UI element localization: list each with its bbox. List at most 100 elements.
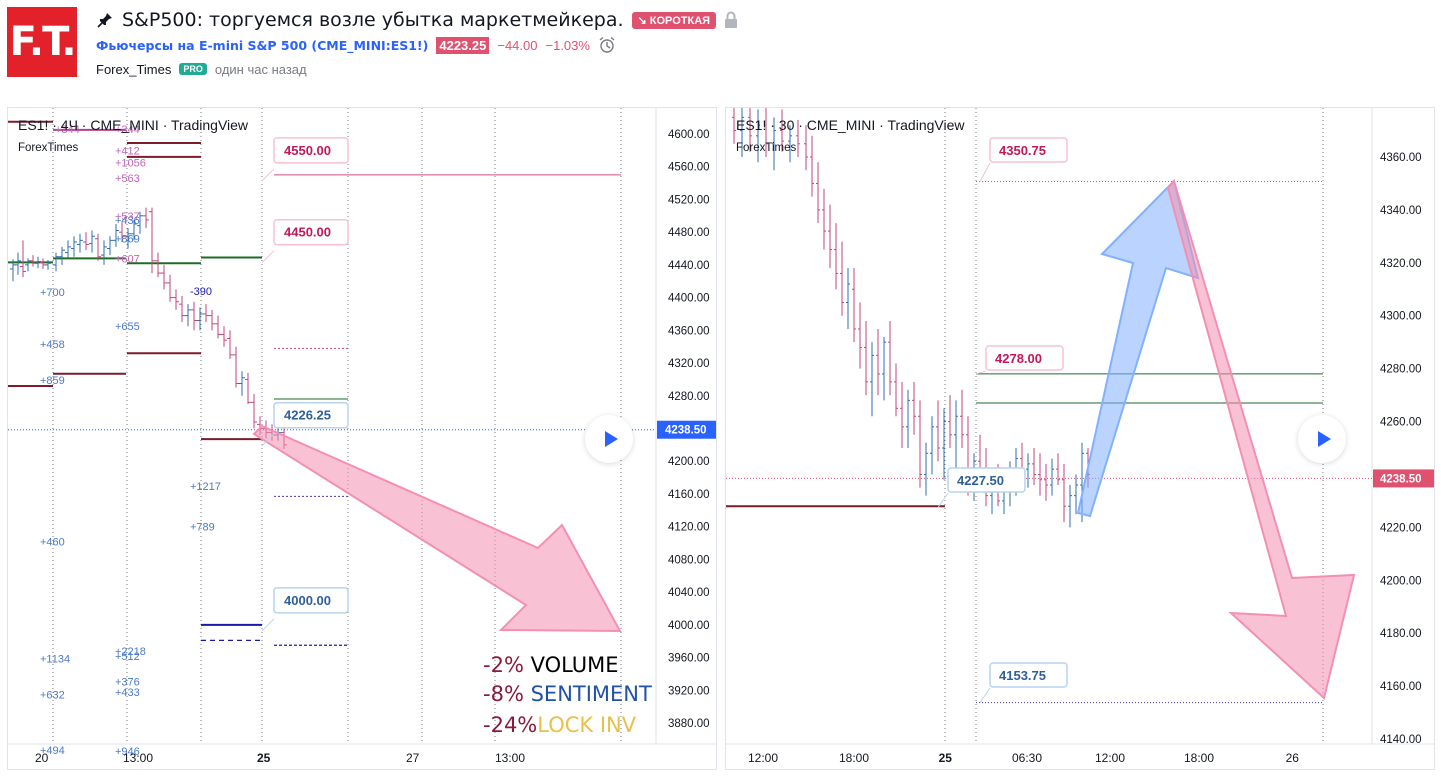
volume-profile-label: +433	[115, 687, 140, 699]
volume-profile-label: +1217	[190, 481, 221, 493]
current-price-tag	[1373, 469, 1434, 488]
right-chart-canvas[interactable]: 4350.75 4278.00 4227.50 4153.75 4360.00 4340.…	[726, 108, 1435, 770]
current-price-tag	[657, 420, 716, 439]
price-axis-tick: 4180.00	[1380, 628, 1422, 640]
price-axis-tick: 4400.00	[668, 293, 710, 305]
price-label-text: 4153.75	[999, 668, 1046, 683]
stat-pct: -2%	[483, 653, 524, 677]
play-button-right[interactable]	[1298, 415, 1346, 463]
price-axis-tick: 4140.00	[1380, 734, 1422, 746]
label-connector	[979, 162, 991, 182]
time-axis-tick: 25	[257, 751, 271, 765]
volume-profile-label: +607	[115, 253, 140, 265]
left-chart-brand: ForexTimes	[18, 142, 79, 154]
play-button-left[interactable]	[585, 415, 633, 463]
label-connector	[261, 433, 275, 447]
author-logo[interactable]: F.T.	[7, 7, 77, 77]
price-axis-tick: 4120.00	[668, 522, 710, 534]
left-chart-panel[interactable]: +700 +458 +859 +460 +1134 +632 +494 +412 +1056 +5…	[7, 107, 717, 770]
price-axis-tick: 4320.00	[1380, 258, 1422, 270]
price-axis-tick: 4280.00	[668, 391, 710, 403]
price-axis-tick: 4200.00	[1380, 575, 1422, 587]
symbol-price: 4223.25	[436, 36, 490, 54]
volume-profile-label: +632	[40, 689, 65, 701]
price-label-box	[273, 587, 349, 614]
alarm-clock-icon[interactable]	[598, 36, 616, 54]
volume-profile-label: +946	[115, 746, 140, 758]
idea-title: S&P500: торгуемся возле убытка маркетмей…	[122, 9, 624, 31]
price-axis-tick: 4160.00	[668, 489, 710, 501]
price-axis-tick: 4080.00	[668, 554, 710, 566]
time-axis-tick: 13:00	[123, 751, 153, 765]
volume-profile-label: +460	[40, 536, 65, 548]
right-chart-brand: ForexTimes	[736, 142, 797, 154]
volume-profile-label: +344	[55, 124, 80, 136]
price-label-text: 4550.00	[284, 143, 331, 158]
volume-profile-label: +869	[115, 234, 140, 246]
short-projection-arrow	[1166, 178, 1356, 700]
price-label-text: 4227.50	[957, 473, 1004, 488]
price-axis-tick: 4520.00	[668, 194, 710, 206]
price-axis-tick: 4320.00	[668, 358, 710, 370]
current-price-text: 4238.50	[1380, 473, 1422, 485]
volume-profile-label: +563	[115, 173, 140, 185]
price-axis-tick: 4260.00	[1380, 417, 1422, 429]
price-change: −44.00	[497, 37, 538, 53]
price-axis-tick: 4300.00	[1380, 311, 1422, 323]
pin-icon	[97, 13, 112, 28]
volume-profile-label: +376	[115, 676, 140, 688]
short-projection-arrow	[252, 424, 622, 633]
label-connector	[975, 370, 987, 375]
current-price-text: 4238.50	[665, 425, 707, 437]
time-axis-tick: 27	[406, 751, 420, 765]
price-label-text: 4350.75	[999, 143, 1046, 158]
price-label-box	[947, 467, 1026, 493]
stat-pct: -24%	[483, 713, 538, 737]
price-axis-tick: 4340.00	[1380, 205, 1422, 217]
author-row: Forex_Times PRO один час назад	[96, 60, 307, 78]
time-axis-tick: 06:30	[1012, 751, 1042, 765]
price-axis-tick: 3880.00	[668, 718, 710, 730]
stat-row-volume: -2% VOLUME	[483, 653, 619, 677]
volume-profile-label: +494	[40, 745, 65, 757]
short-badge: ↘ КОРОТКАЯ	[631, 11, 717, 29]
symbol-link[interactable]: Фьючерсы на E-mini S&P 500 (CME_MINI:ES1…	[96, 37, 429, 53]
price-axis-tick: 4280.00	[1380, 364, 1422, 376]
play-icon	[1317, 431, 1331, 447]
left-chart-watermark: ES1! · 4Ч · CME_MINI · TradingView	[18, 117, 249, 133]
price-axis-tick: 4440.00	[668, 260, 710, 272]
author-name[interactable]: Forex_Times	[96, 61, 172, 77]
lock-icon	[725, 11, 738, 28]
price-label-text: 4450.00	[284, 225, 331, 240]
left-chart-canvas[interactable]: +700 +458 +859 +460 +1134 +632 +494 +412+1056 +5…	[8, 108, 717, 770]
price-axis-tick: 3960.00	[668, 653, 710, 665]
right-chart-panel[interactable]: 4350.75 4278.00 4227.50 4153.75 4360.00 4340.…	[725, 107, 1435, 770]
volume-profile-label: +655	[115, 321, 140, 333]
pro-badge: PRO	[179, 63, 207, 75]
price-label-text: 4278.00	[995, 351, 1042, 366]
play-icon	[604, 431, 618, 447]
time-axis-tick: 12:00	[1095, 751, 1125, 765]
volume-profile-label: +1056	[115, 158, 146, 170]
price-axis-tick: 4200.00	[668, 456, 710, 468]
label-connector	[937, 492, 949, 508]
time-axis-tick: 20	[35, 751, 49, 765]
stat-pct: -8%	[483, 682, 524, 706]
stat-name: VOLUME	[530, 653, 619, 677]
stat-row-lock-inv: -24%LOCK INV	[483, 713, 636, 737]
price-axis-tick: 4000.00	[668, 620, 710, 632]
price-label-text: 4000.00	[284, 593, 331, 608]
price-label-text: 4226.25	[284, 408, 331, 423]
price-label-box	[273, 218, 349, 246]
symbol-row: Фьючерсы на E-mini S&P 500 (CME_MINI:ES1…	[96, 36, 616, 54]
price-axis-tick: 4560.00	[668, 162, 710, 174]
price-label-box	[989, 137, 1068, 163]
idea-header: F.T. S&P500: торгуемся возле убытка марк…	[0, 0, 1441, 100]
label-connector	[979, 687, 991, 703]
label-connector	[261, 618, 275, 632]
price-axis-tick: 4360.00	[668, 325, 710, 337]
volume-profile-label: +1134	[40, 653, 70, 665]
volume-profile-label: +789	[190, 522, 215, 534]
price-axis-tick: 4040.00	[668, 587, 710, 599]
time-axis-tick: 18:00	[839, 751, 869, 765]
